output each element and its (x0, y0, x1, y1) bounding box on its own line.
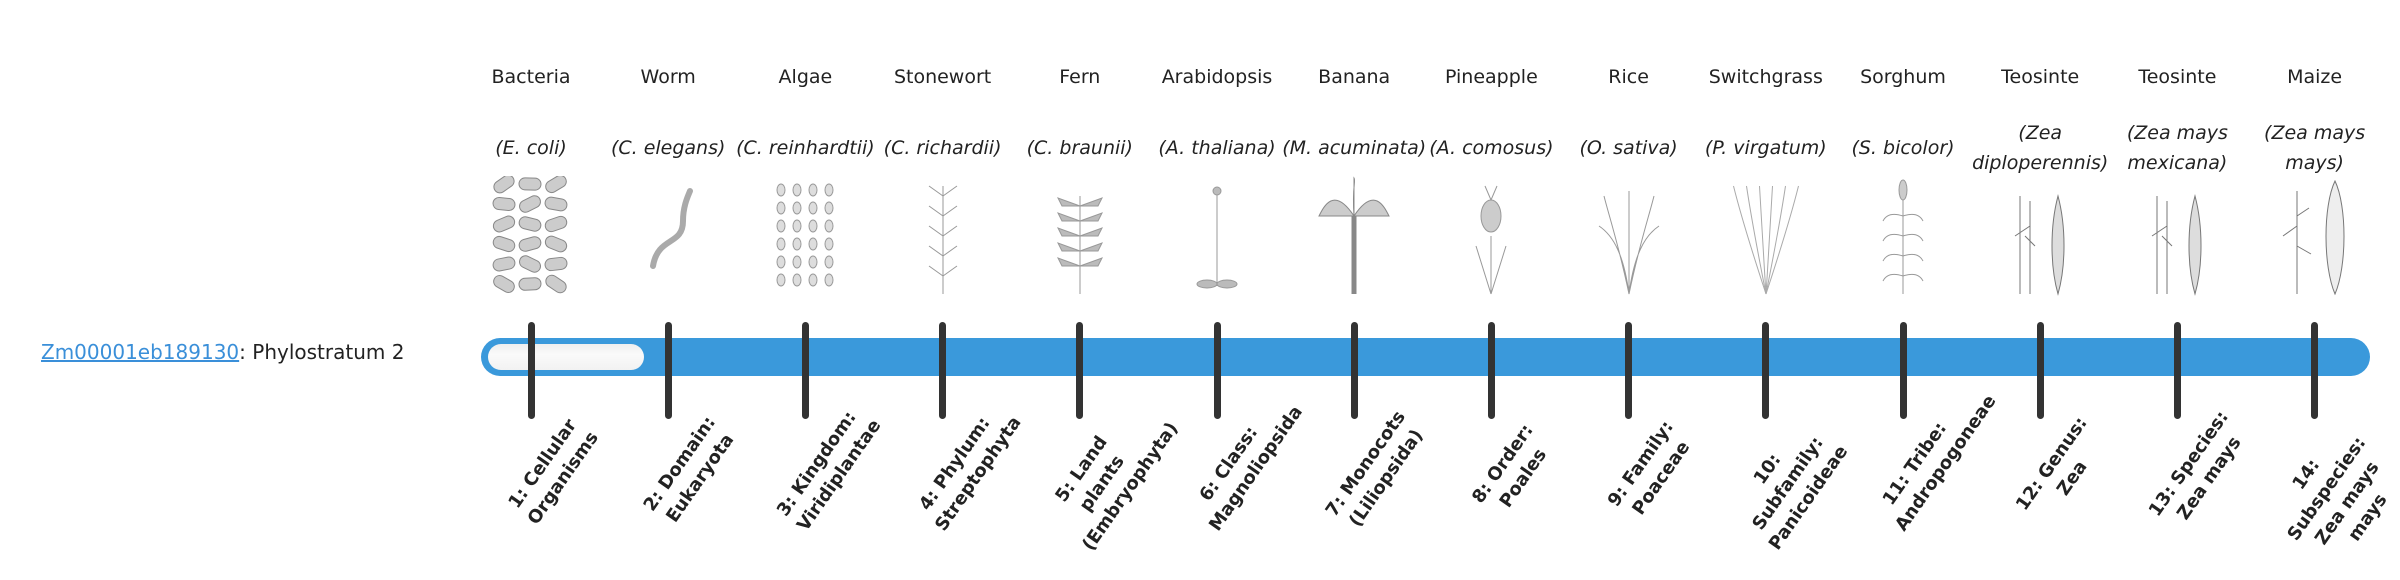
algae-icon (776, 183, 834, 287)
organism-common-name: Sorghum (1860, 66, 1946, 88)
organism-common-name: Worm (640, 66, 696, 88)
species-text: (Zea mays mexicana) (2126, 122, 2228, 174)
organism-common-name: Rice (1608, 66, 1649, 88)
stratum-label: 11: Tribe: Andropogoneae (1878, 391, 2001, 535)
species-text: (O. sativa) (1579, 137, 1678, 159)
stratum-tick (1625, 322, 1633, 419)
arabidopsis-icon (1196, 186, 1238, 289)
organism-species-name: (A. thaliana) (1141, 112, 1293, 184)
stratum-label: 4: Phylum: Streptophyta (914, 412, 1026, 535)
rice-icon (1598, 191, 1659, 295)
bacteria-icon (492, 176, 568, 294)
organism-species-name: (E. coli) (455, 112, 607, 184)
organism-species-name: (Zea diploperennis) (1964, 112, 2116, 184)
species-text: (A. comosus) (1429, 137, 1554, 159)
maize-icon (2282, 179, 2345, 296)
organism-species-name: (C. elegans) (592, 112, 744, 184)
organism-common-name: Pineapple (1444, 66, 1538, 88)
organism-common-name: Teosinte (2001, 66, 2080, 88)
switchgrass-icon (1732, 185, 1799, 295)
organism-common-name: Stonewort (893, 66, 992, 88)
organism-species-name: (Zea mays mays) (2239, 112, 2391, 184)
stratum-label: 5: Land plants (Embryophyta) (1051, 418, 1183, 555)
stratum-label: 7: Monocots (Liliopsida) (1321, 407, 1428, 531)
species-text: (C. reinhardtii) (736, 137, 875, 159)
organism-common-name: Switchgrass (1708, 66, 1823, 88)
organism-species-name: (C. richardii) (867, 112, 1019, 184)
stratum-label: 1: Cellular Organisms (504, 415, 603, 529)
stratum-label: 14: Subspecies: Zea mays mays (2282, 433, 2392, 549)
stratum-tick (1076, 322, 1084, 419)
organism-species-name: (A. comosus) (1415, 112, 1567, 184)
stratum-tick (1350, 322, 1358, 419)
sorghum-icon (1882, 179, 1924, 294)
organism-species-name: (Zea mays mexicana) (2101, 112, 2253, 184)
pineapple-icon (1475, 185, 1507, 295)
organism-species-name: (C. braunii) (1004, 112, 1156, 184)
stratum-tick (939, 322, 947, 419)
stratum-label: 6: Class: Magnoliopsida (1195, 401, 1307, 535)
gene-label: Zm00001eb189130: Phylostratum 2 (41, 340, 404, 364)
phylostratum-bar (481, 338, 2370, 376)
organism-species-name: (O. sativa) (1553, 112, 1705, 184)
teosinte-icon (2014, 194, 2065, 296)
species-text: (P. virgatum) (1704, 137, 1827, 159)
organism-common-name: Bacteria (491, 66, 571, 88)
organism-species-name: (M. acuminata) (1278, 112, 1430, 184)
stratum-label: 2: Domain: Eukaryota (639, 412, 739, 527)
stratum-tick (527, 322, 535, 419)
species-text: (Zea diploperennis) (1972, 122, 2109, 174)
organism-common-name: Fern (1059, 66, 1101, 88)
stratum-label: 9: Family: Poaceae (1603, 417, 1694, 519)
stonewort-icon (928, 185, 957, 294)
banana-icon (1318, 176, 1390, 294)
stratum-tick (1899, 322, 1907, 419)
species-text: (M. acuminata) (1282, 137, 1427, 159)
organism-common-name: Maize (2287, 66, 2343, 88)
species-text: (C. braunii) (1026, 137, 1133, 159)
species-text: (C. elegans) (610, 137, 726, 159)
stratum-tick (2036, 322, 2044, 419)
organism-common-name: Arabidopsis (1161, 66, 1273, 88)
stratum-tick (664, 322, 672, 419)
stratum-label: 13: Species: Zea mays (2145, 407, 2246, 524)
worm-icon (650, 188, 694, 269)
organism-common-name: Banana (1318, 66, 1391, 88)
stratum-tick (1213, 322, 1221, 419)
organism-common-name: Teosinte (2138, 66, 2217, 88)
organism-species-name: (C. reinhardtii) (729, 112, 881, 184)
stratum-label: 12: Genus: Zea (2012, 413, 2092, 515)
species-text: (C. richardii) (883, 137, 1002, 159)
stratum-tick (1487, 322, 1495, 419)
stratum-tick (1762, 322, 1770, 419)
fern-icon (1056, 196, 1103, 294)
stratum-label: 10: Subfamily: Panicoideae (1748, 432, 1853, 555)
species-text: (Zea mays mays) (2264, 122, 2366, 174)
organism-common-name: Algae (778, 66, 833, 88)
stratum-tick (2173, 322, 2181, 419)
stratum-tick (801, 322, 809, 419)
species-text: (S. bicolor) (1851, 137, 1955, 159)
phylostratum-bar-empty-segment (488, 344, 645, 370)
gene-link[interactable]: Zm00001eb189130 (41, 340, 240, 364)
phylostratum-text: : Phylostratum 2 (239, 340, 405, 364)
organism-species-name: (S. bicolor) (1827, 112, 1979, 184)
teosinte-icon (2152, 194, 2202, 296)
stratum-tick (2311, 322, 2319, 419)
species-text: (A. thaliana) (1158, 137, 1276, 159)
stratum-label: 8: Order: Poales (1468, 420, 1552, 512)
organism-species-name: (P. virgatum) (1690, 112, 1842, 184)
stratum-label: 3: Kingdom: Viridiplantae (773, 407, 886, 535)
species-text: (E. coli) (495, 137, 567, 159)
